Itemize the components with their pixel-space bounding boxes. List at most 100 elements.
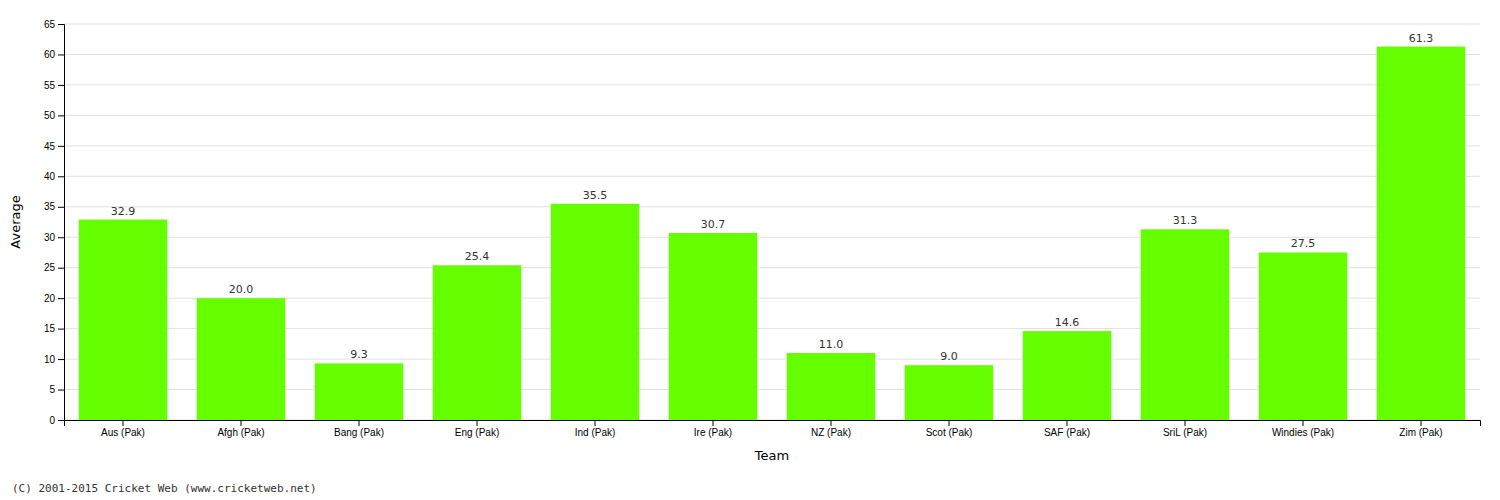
y-tick-label: 5 xyxy=(49,384,55,395)
y-tick-label: 15 xyxy=(44,323,56,334)
grid-line xyxy=(64,145,1480,146)
y-axis-title: Average xyxy=(8,195,23,248)
x-tick-mark xyxy=(1185,420,1186,426)
x-tick-mark xyxy=(1303,420,1304,426)
bar xyxy=(905,365,994,420)
grid-line xyxy=(64,176,1480,177)
data-label: 9.3 xyxy=(350,348,368,361)
y-tick-mark xyxy=(58,268,64,269)
grid xyxy=(64,24,1480,420)
x-tick-label: Windies (Pak) xyxy=(1272,427,1334,438)
y-tick-mark xyxy=(58,146,64,147)
x-tick-mark xyxy=(477,420,478,426)
y-tick: 5 xyxy=(49,384,64,395)
bar xyxy=(1259,252,1348,420)
y-tick-mark xyxy=(58,176,64,177)
y-tick: 55 xyxy=(44,80,64,91)
y-tick-label: 25 xyxy=(44,262,56,273)
grid-line xyxy=(64,115,1480,116)
y-tick-mark xyxy=(58,359,64,360)
bars xyxy=(79,47,1466,420)
y-tick-label: 50 xyxy=(44,110,56,121)
x-tick-label: Aus (Pak) xyxy=(101,427,145,438)
y-tick-mark xyxy=(58,207,64,208)
x-tick: SAF (Pak) xyxy=(1044,420,1090,438)
plot: 0 5 10 15 20 25 30 35 40 45 50 55 60 65 Aus (Pak) Afgh … xyxy=(8,19,1481,463)
x-tick: NZ (Pak) xyxy=(811,420,851,438)
x-tick-label: Ire (Pak) xyxy=(694,427,732,438)
data-label: 11.0 xyxy=(819,338,844,351)
x-tick-mark xyxy=(949,420,950,426)
x-axis-title: Team xyxy=(754,448,789,463)
y-tick-mark xyxy=(58,54,64,55)
bar xyxy=(551,204,640,420)
data-label: 20.0 xyxy=(229,283,254,296)
y-tick: 50 xyxy=(44,110,64,121)
y-tick-label: 65 xyxy=(44,19,56,30)
x-tick-label: NZ (Pak) xyxy=(811,427,851,438)
y-tick-mark xyxy=(58,298,64,299)
y-tick-mark xyxy=(58,420,64,421)
data-label: 35.5 xyxy=(583,189,608,202)
x-tick-mark xyxy=(713,420,714,426)
x-tick-label: Bang (Pak) xyxy=(334,427,384,438)
x-tick: Aus (Pak) xyxy=(101,420,145,438)
data-labels: 32.920.09.325.435.530.711.09.014.631.327… xyxy=(111,32,1434,364)
x-tick: SriL (Pak) xyxy=(1163,420,1207,438)
y-tick-label: 0 xyxy=(49,415,55,426)
y-tick: 60 xyxy=(44,49,64,60)
grid-line xyxy=(64,206,1480,207)
y-tick-mark xyxy=(58,85,64,86)
y-tick: 15 xyxy=(44,323,64,334)
y-tick-label: 20 xyxy=(44,293,56,304)
y-tick: 45 xyxy=(44,141,64,152)
x-tick: Bang (Pak) xyxy=(334,420,384,438)
y-tick-label: 35 xyxy=(44,201,56,212)
bar xyxy=(433,265,522,420)
x-tick-label: Eng (Pak) xyxy=(455,427,499,438)
chart: 0 5 10 15 20 25 30 35 40 45 50 55 60 65 Aus (Pak) Afgh … xyxy=(0,0,1500,500)
x-tick-mark xyxy=(123,420,124,426)
y-tick-mark xyxy=(58,329,64,330)
y-tick-label: 55 xyxy=(44,80,56,91)
y-tick: 25 xyxy=(44,262,64,273)
x-tick: Eng (Pak) xyxy=(455,420,499,438)
data-label: 30.7 xyxy=(701,218,726,231)
y-tick: 10 xyxy=(44,354,64,365)
bar xyxy=(1023,331,1112,420)
y-axis-line xyxy=(58,25,65,421)
bar xyxy=(79,220,168,420)
x-tick-label: SriL (Pak) xyxy=(1163,427,1207,438)
y-axis: 0 5 10 15 20 25 30 35 40 45 50 55 60 65 xyxy=(44,19,65,426)
y-tick-label: 30 xyxy=(44,232,56,243)
y-tick-label: 40 xyxy=(44,171,56,182)
x-tick: Ind (Pak) xyxy=(575,420,616,438)
data-label: 31.3 xyxy=(1173,214,1198,227)
bar xyxy=(1141,229,1230,420)
data-label: 27.5 xyxy=(1291,237,1316,250)
data-label: 25.4 xyxy=(465,250,490,263)
data-label: 14.6 xyxy=(1055,316,1080,329)
y-tick: 40 xyxy=(44,171,64,182)
y-tick: 0 xyxy=(49,415,64,426)
y-tick-mark xyxy=(58,237,64,238)
x-tick-label: Afgh (Pak) xyxy=(217,427,264,438)
x-tick-label: Scot (Pak) xyxy=(926,427,973,438)
x-tick-mark xyxy=(1067,420,1068,426)
grid-line xyxy=(64,84,1480,85)
y-tick-mark xyxy=(58,115,64,116)
x-axis-line xyxy=(65,421,1481,427)
x-tick: Windies (Pak) xyxy=(1272,420,1334,438)
bar xyxy=(315,363,404,420)
x-tick: Afgh (Pak) xyxy=(217,420,264,438)
bar xyxy=(197,298,286,420)
footer: (C) 2001-2015 Cricket Web (www.cricketwe… xyxy=(12,482,317,495)
x-tick-label: Ind (Pak) xyxy=(575,427,616,438)
x-tick-mark xyxy=(595,420,596,426)
x-tick-mark xyxy=(1421,420,1422,426)
x-tick: Scot (Pak) xyxy=(926,420,973,438)
x-tick-label: SAF (Pak) xyxy=(1044,427,1090,438)
data-label: 32.9 xyxy=(111,205,136,218)
x-tick-label: Zim (Pak) xyxy=(1399,427,1442,438)
y-tick-mark xyxy=(58,390,64,391)
